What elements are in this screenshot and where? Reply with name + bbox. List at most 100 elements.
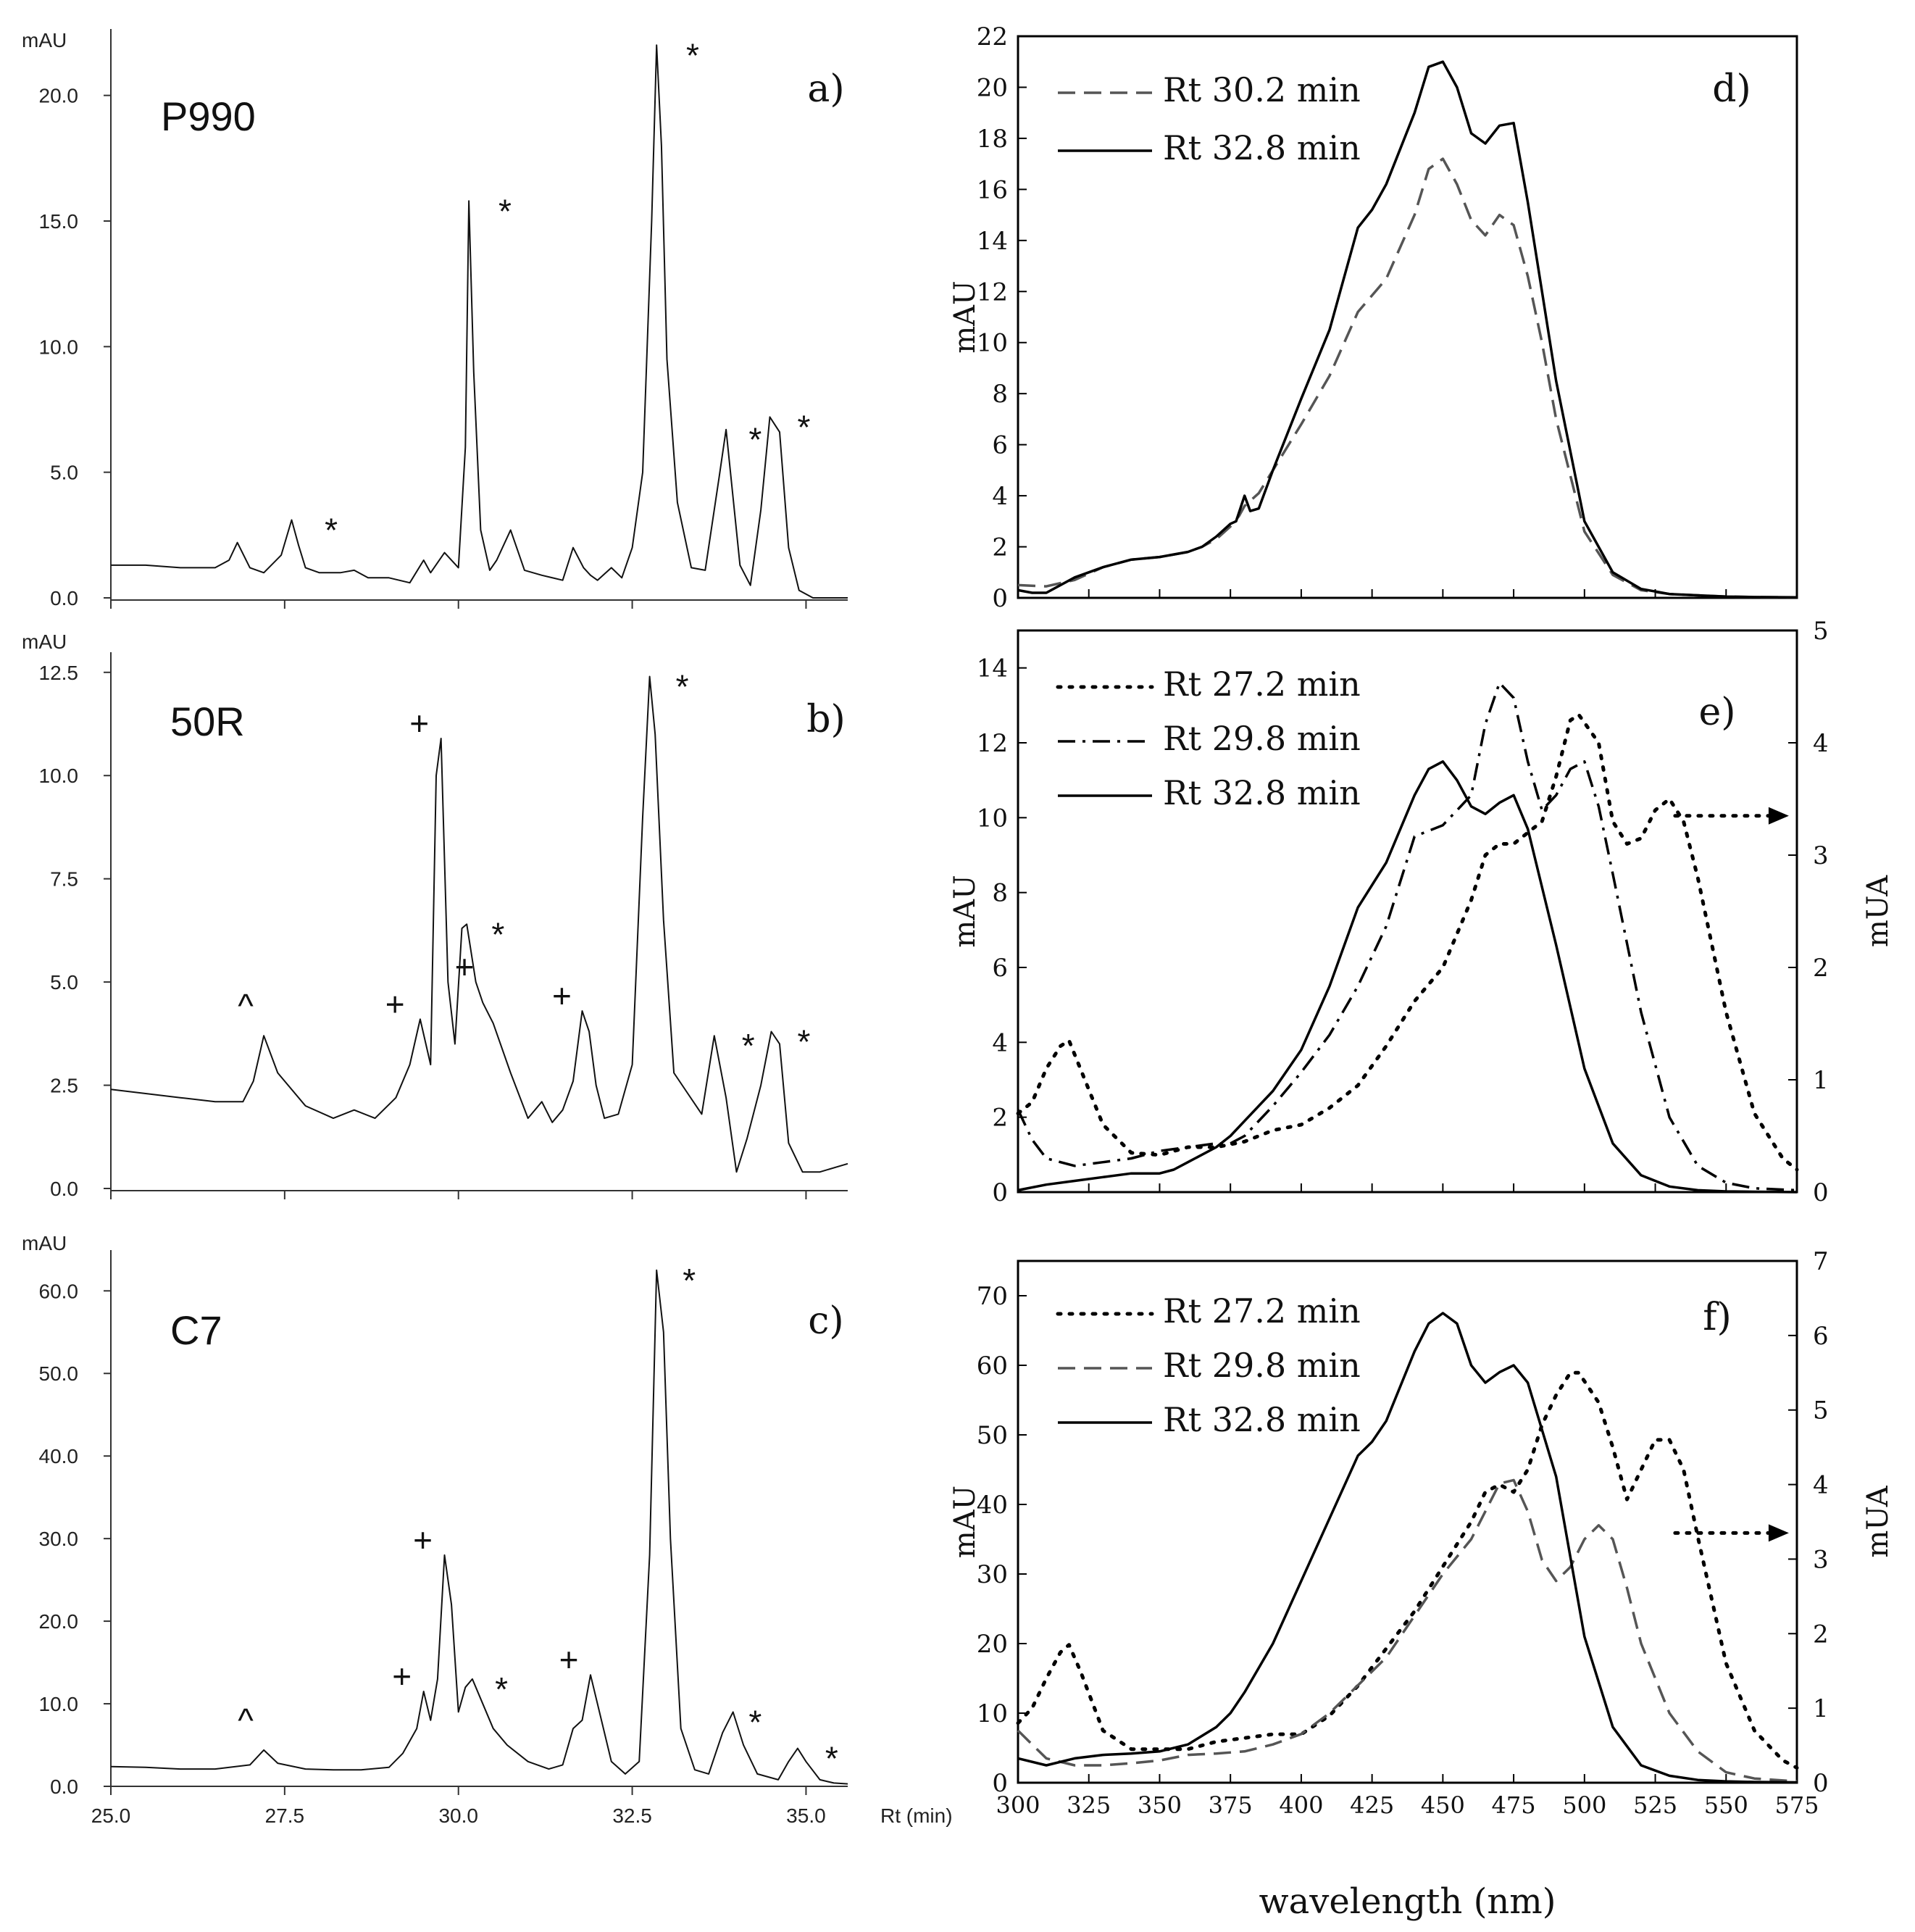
y-tick-label: 0.0 xyxy=(50,1178,78,1200)
peak-marker: * xyxy=(748,421,762,459)
y-tick-label: 6 xyxy=(992,431,1008,460)
peak-marker: * xyxy=(748,1703,762,1741)
chromatogram-trace xyxy=(110,675,848,1173)
spectrum-series-line xyxy=(1017,60,1798,599)
y-tick-label: 10.0 xyxy=(39,1693,79,1715)
spectrum-series-line xyxy=(1016,712,1799,1172)
y-tick-label: 5.0 xyxy=(50,462,78,484)
plot-frame xyxy=(1017,35,1798,599)
peak-marker: * xyxy=(676,667,689,705)
y-tick-label: 10.0 xyxy=(39,336,79,358)
x-axis-label: Rt (min) xyxy=(880,1804,953,1827)
y-tick-label: 20.0 xyxy=(39,85,79,107)
legend-label: Rt 32.8 min xyxy=(1163,128,1361,167)
legend-label: Rt 30.2 min xyxy=(1163,70,1361,109)
y-tick-label: 0.0 xyxy=(50,1775,78,1798)
y-tick-label: 12 xyxy=(977,278,1008,307)
peak-marker: * xyxy=(798,1023,811,1060)
chromatogram-panel-c: 0.0 10.0 20.0 30.0 40.0 50.0 60.0 mAU 25.0 27.5 30… xyxy=(22,1232,953,1827)
y-tick-label: 10 xyxy=(977,804,1008,833)
peak-marker: * xyxy=(683,1262,696,1299)
peak-marker: + xyxy=(392,1657,412,1695)
y-right-tick-label: 1 xyxy=(1813,1694,1829,1723)
y-right-tick-label: 4 xyxy=(1813,1471,1829,1500)
y-tick-label: 22 xyxy=(977,22,1008,51)
y-tick-label: 2 xyxy=(992,1104,1008,1133)
sample-name: C7 xyxy=(170,1307,222,1353)
x-tick-label: 30.0 xyxy=(438,1804,478,1827)
y-right-tick-label: 7 xyxy=(1813,1247,1829,1276)
legend-label: Rt 29.8 min xyxy=(1163,719,1361,758)
panel-letter: f) xyxy=(1703,1296,1732,1339)
y-tick-label: 60.0 xyxy=(39,1280,79,1302)
legend-label: Rt 29.8 min xyxy=(1163,1346,1361,1385)
spectrum-panel-d: 0 2 4 6 8 10 12 14 16 18 20 22 mAU Rt 30.2 min Rt 32.8… xyxy=(948,22,1798,613)
y-tick-label: 16 xyxy=(977,175,1008,204)
spectrum-series-line xyxy=(1017,157,1798,599)
y-right-tick-label: 6 xyxy=(1813,1322,1829,1351)
y-right-tick-label: 2 xyxy=(1813,954,1829,983)
y-unit-label: mAU xyxy=(22,630,67,653)
y-right-tick-label: 2 xyxy=(1813,1620,1829,1649)
y-right-tick-label: 5 xyxy=(1813,617,1829,646)
y-tick-label: 12.5 xyxy=(39,662,79,684)
chromatogram-panel-b: 0.0 2.5 5.0 7.5 10.0 12.5 mAU 50R b) ^ + + * + + * * * xyxy=(22,630,848,1200)
legend-label: Rt 32.8 min xyxy=(1163,773,1361,812)
peak-marker: * xyxy=(325,512,338,549)
y-tick-label: 15.0 xyxy=(39,210,79,233)
y-tick-label: 2.5 xyxy=(50,1075,78,1097)
y-tick-label: 14 xyxy=(977,654,1008,683)
y-tick-label: 4 xyxy=(992,482,1008,511)
y-right-tick-label: 0 xyxy=(1813,1769,1829,1798)
peak-marker: + xyxy=(385,985,405,1023)
peak-marker: * xyxy=(491,915,504,953)
y-tick-label: 50 xyxy=(977,1421,1008,1450)
right-axis-arrow-head xyxy=(1768,1524,1789,1542)
x-tick-label: 550 xyxy=(1704,1791,1748,1819)
y-axis-label: mAU xyxy=(948,280,982,354)
legend-label: Rt 32.8 min xyxy=(1163,1400,1361,1439)
x-tick-label: 300 xyxy=(996,1791,1040,1819)
y-right-tick-label: 3 xyxy=(1813,1545,1829,1574)
x-tick-label: 350 xyxy=(1138,1791,1182,1819)
y-tick-label: 10 xyxy=(977,1699,1008,1728)
y-tick-label: 8 xyxy=(992,879,1008,908)
y-tick-label: 70 xyxy=(977,1282,1008,1311)
y-tick-label: 0 xyxy=(992,1769,1008,1798)
y-tick-label: 5.0 xyxy=(50,971,78,994)
y-tick-label: 6 xyxy=(992,954,1008,983)
x-tick-label: 525 xyxy=(1633,1791,1677,1819)
x-tick-label: 25.0 xyxy=(91,1804,131,1827)
legend-label: Rt 27.2 min xyxy=(1163,665,1361,704)
y-tick-label: 8 xyxy=(992,380,1008,409)
peak-marker: + xyxy=(552,977,572,1015)
y-tick-label: 50.0 xyxy=(39,1362,79,1385)
y-axis-label: mAU xyxy=(948,1486,982,1559)
peak-marker: * xyxy=(825,1740,838,1778)
spectrum-series-line xyxy=(1016,1370,1799,1770)
panel-letter: a) xyxy=(807,67,844,111)
y-tick-label: 60 xyxy=(977,1352,1008,1381)
peak-marker: ^ xyxy=(238,1702,254,1739)
x-tick-label: 325 xyxy=(1067,1791,1111,1819)
x-tick-label: 27.5 xyxy=(265,1804,305,1827)
spectrum-series-line xyxy=(1017,1478,1798,1783)
y-right-tick-label: 0 xyxy=(1813,1178,1829,1207)
x-tick-label: 375 xyxy=(1209,1791,1253,1819)
y-unit-label: mAU xyxy=(22,29,67,51)
y-right-axis-label: mUA xyxy=(1861,875,1895,947)
x-tick-label: 475 xyxy=(1492,1791,1536,1819)
y-tick-label: 0 xyxy=(992,1178,1008,1207)
y-tick-label: 30 xyxy=(977,1560,1008,1589)
y-tick-label: 10.0 xyxy=(39,765,79,787)
y-tick-label: 4 xyxy=(992,1028,1008,1057)
peak-marker: ^ xyxy=(238,987,254,1025)
spectrum-panel-f: 0 10 20 30 40 50 60 70 mAU 0 1 2 3 4 5 6 7 mUA 300 325 350 37… xyxy=(948,1247,1895,1922)
chromatogram-trace xyxy=(110,1269,848,1785)
peak-marker: * xyxy=(686,36,699,74)
peak-marker: + xyxy=(455,948,475,986)
right-axis-arrow-head xyxy=(1768,807,1789,825)
y-tick-label: 0 xyxy=(992,584,1008,613)
y-tick-label: 18 xyxy=(977,125,1008,154)
